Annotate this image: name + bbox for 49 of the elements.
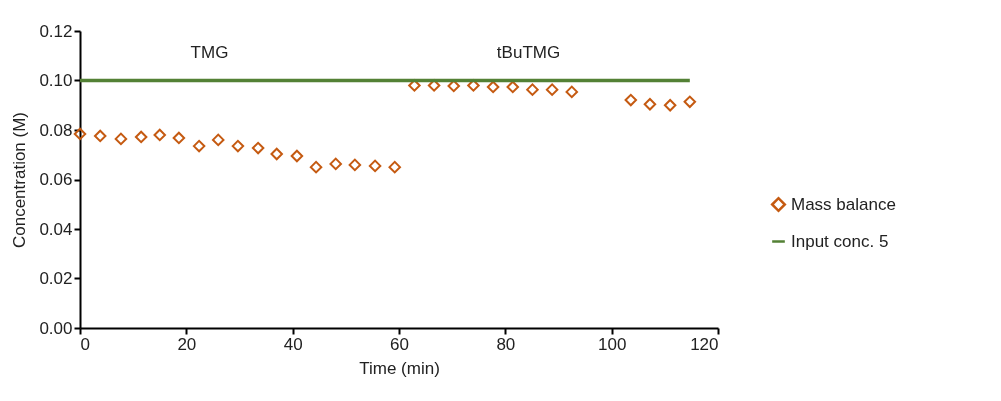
point	[309, 160, 323, 174]
point	[329, 157, 342, 171]
annotation: tBuTMG	[496, 43, 561, 62]
point	[545, 83, 559, 96]
point	[73, 127, 87, 141]
point	[290, 149, 304, 163]
point	[231, 139, 245, 153]
y-tick-label: 0.08	[39, 120, 73, 140]
x-tick-label: 120	[690, 334, 719, 354]
point	[348, 158, 362, 172]
x-tick-label: 0	[80, 334, 90, 354]
y-tick-label: 0.12	[39, 21, 73, 41]
point	[526, 83, 539, 96]
point	[211, 133, 225, 147]
y-tick-label: 0.10	[39, 71, 73, 90]
point	[192, 139, 206, 153]
point	[368, 159, 382, 173]
point	[408, 79, 421, 92]
point	[506, 80, 520, 94]
point	[467, 79, 480, 92]
point	[93, 129, 107, 143]
x-tick-label: 100	[597, 334, 627, 354]
point	[486, 80, 500, 94]
point	[251, 141, 265, 155]
point	[134, 130, 148, 144]
annotation: TMG	[190, 43, 229, 62]
point	[565, 85, 579, 99]
legend-label: Mass balance	[791, 194, 896, 214]
x-axis-title: Time (min)	[359, 358, 440, 378]
point	[270, 147, 283, 161]
point	[114, 132, 128, 146]
y-tick-label: 0.02	[39, 269, 73, 288]
point	[427, 79, 441, 92]
point	[683, 95, 697, 109]
point	[388, 160, 401, 174]
x-tick-label: 40	[283, 334, 303, 354]
y-tick-label: 0.04	[39, 219, 73, 239]
point	[624, 93, 638, 107]
point	[643, 98, 657, 111]
point	[153, 128, 166, 142]
x-tick-label: 20	[177, 334, 197, 354]
x-tick-label: 60	[390, 334, 409, 354]
point	[172, 131, 186, 145]
point	[663, 99, 677, 112]
y-axis-title: Concentration (M)	[10, 111, 30, 249]
y-tick-label: 0.06	[39, 170, 73, 189]
legend-label: Input conc. 5	[791, 231, 889, 251]
y-tick-label: 0.00	[39, 318, 73, 338]
x-tick-label: 80	[496, 334, 516, 354]
